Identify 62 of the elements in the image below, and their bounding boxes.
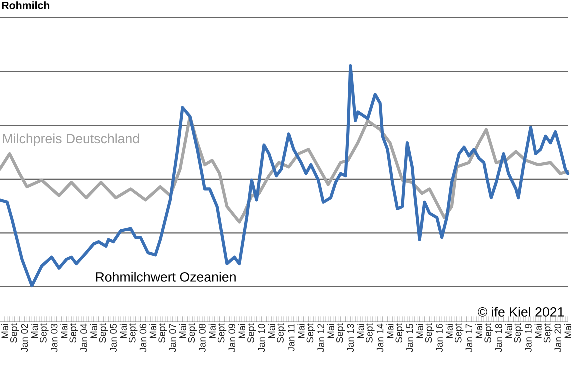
x-tick-label: Jan 18 (495, 324, 502, 352)
x-tick-label: Jan 16 (436, 324, 443, 352)
series-label: Milchpreis Deutschland (3, 134, 140, 146)
x-tick-label: Sept (484, 324, 494, 343)
x-tick-label: Jan 14 (376, 324, 384, 352)
x-tick-label: Mai (238, 324, 246, 338)
x-tick-label: Mai (60, 324, 68, 338)
x-tick-label: Jan 15 (406, 324, 414, 352)
x-tick-label: Jan 17 (466, 324, 473, 352)
x-tick-label: Sept (248, 324, 256, 343)
x-tick-label: Jan 06 (140, 324, 147, 352)
x-tick-label: Sept (455, 324, 464, 343)
series-label: Rohmilchwert Ozeanien (96, 272, 236, 282)
x-tick-label: Jan 04 (80, 324, 88, 352)
x-tick-label: Mai (120, 324, 127, 338)
x-tick-label: Jan 12 (318, 324, 324, 352)
x-tick-label: Mai (327, 324, 334, 338)
x-tick-label: Sept (277, 324, 286, 343)
text: © ife Kiel 2021 (478, 307, 564, 317)
x-tick-label: Jan 20 (554, 324, 562, 352)
x-tick-label: Sept (306, 324, 316, 343)
x-tick-label: Jan 05 (110, 324, 117, 352)
x-tick-label: Mai (505, 324, 512, 338)
x-tick-label: Jan 03 (50, 324, 58, 352)
x-tick-label: Mai (298, 324, 305, 338)
chart-title: Rohmilch (2, 2, 50, 10)
x-tick-label: Sept (544, 324, 553, 343)
x-tick-label: Sept (158, 324, 168, 343)
x-tick-label: Sept (425, 324, 434, 343)
x-tick-label: Mai (476, 324, 483, 338)
x-tick-label: Mai (179, 324, 186, 338)
x-tick-label: Mai (1, 324, 8, 338)
x-tick-label: Mai (357, 324, 364, 338)
x-tick-label: Mai (564, 324, 572, 338)
x-tick-label: Jan 02 (21, 324, 28, 352)
x-tick-label: Mai (90, 324, 98, 338)
x-tick-label: Jan 09 (228, 324, 236, 352)
x-tick-label: Jan 10 (258, 324, 266, 352)
x-tick-label: Mai (268, 324, 276, 338)
x-tick-label: Mai (386, 324, 394, 338)
x-tick-label: Mai (208, 324, 216, 338)
x-tick-label: Mai (534, 324, 542, 338)
x-tick-label: Sept (218, 324, 227, 343)
x-tick-label: Mai (416, 324, 424, 338)
x-tick-label: Sept (129, 324, 138, 343)
x-tick-label: Mai (31, 324, 38, 338)
x-tick-label: Jan 11 (288, 324, 295, 352)
x-tick-label: Jan 19 (525, 324, 532, 352)
x-tick-label: Sept (188, 324, 197, 343)
x-tick-label: Sept (396, 324, 404, 343)
x-tick-label: Sept (366, 324, 375, 343)
x-tick-label: Sept (70, 324, 78, 343)
x-tick-label: Sept (10, 324, 20, 343)
x-tick-label: Sept (336, 324, 346, 343)
x-tick-label: Mai (150, 324, 157, 338)
x-tick-label: Sept (514, 324, 523, 343)
x-tick-label: Sept (40, 324, 49, 343)
x-tick-label: Jan 08 (199, 324, 206, 352)
x-tick-label: Jan 07 (169, 324, 176, 352)
x-tick-label: Sept (99, 324, 108, 343)
x-tick-label: Mai (446, 324, 453, 338)
x-tick-label: Jan 13 (347, 324, 354, 352)
